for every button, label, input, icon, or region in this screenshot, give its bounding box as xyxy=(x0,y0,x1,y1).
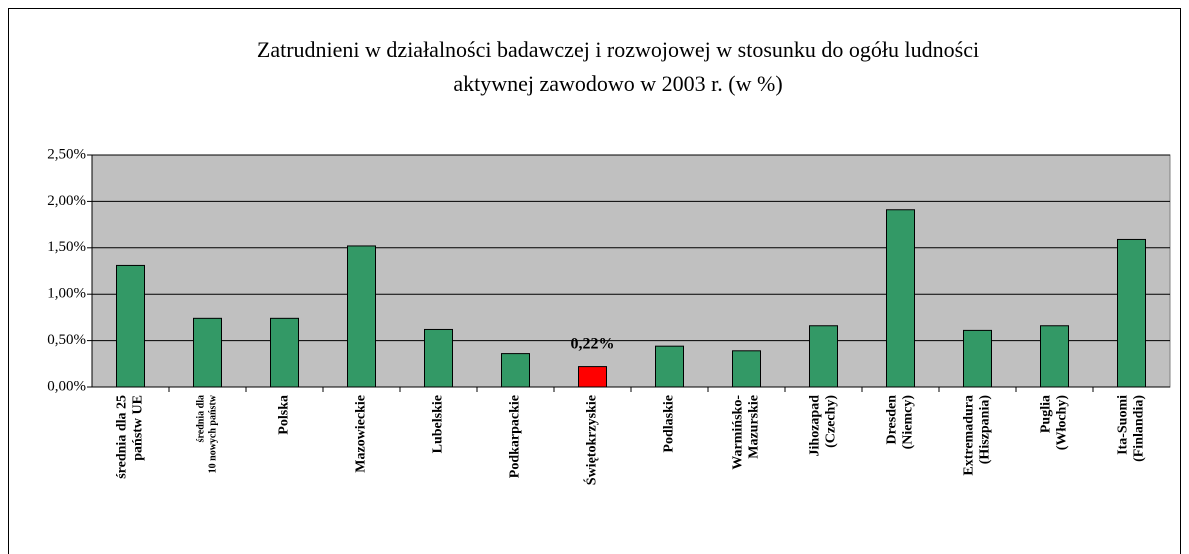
x-tick-label: Podkarpackie xyxy=(508,395,523,478)
x-tick-label: Mazowieckie xyxy=(354,395,369,473)
bar xyxy=(886,209,915,388)
bar xyxy=(424,328,453,388)
y-tick-label: 0,00% xyxy=(47,378,86,394)
chart-title: Zatrudnieni w działalności badawczej i r… xyxy=(257,37,979,96)
y-tick-label: 1,50% xyxy=(47,239,86,255)
x-tick-label: średnia dla 25państw UE xyxy=(115,395,146,479)
bar xyxy=(655,345,684,388)
bar xyxy=(270,317,299,388)
bar xyxy=(193,317,222,388)
y-tick-label: 0,50% xyxy=(47,332,86,348)
x-tick-label: Puglia(Włochy) xyxy=(1039,395,1070,451)
x-tick-label: Extremadura(Hiszpania) xyxy=(962,395,993,476)
x-tick-label: Lubelskie xyxy=(431,395,446,453)
bar xyxy=(116,264,145,388)
y-tick-label: 1,00% xyxy=(47,286,86,302)
x-tick-label: Warmińsko-Mazurskie xyxy=(731,395,762,470)
bar xyxy=(578,366,607,388)
bar xyxy=(501,353,530,388)
bar xyxy=(1117,238,1146,388)
bar xyxy=(809,325,838,388)
x-tick-label: Dresden(Niemcy) xyxy=(885,395,916,450)
bar xyxy=(347,245,376,388)
value-label: 0,22% xyxy=(571,335,615,352)
y-tick-label: 2,00% xyxy=(47,193,86,209)
x-tick-label: Ita-Suomi(Finlandia) xyxy=(1116,395,1147,462)
x-tick-label: średnia dla10 nowych państw xyxy=(196,394,219,473)
x-tick-label: Świętokrzyskie xyxy=(583,395,600,485)
bar xyxy=(1040,325,1069,388)
x-tick-label: Jihozapad(Czechy) xyxy=(808,395,839,457)
bar xyxy=(732,350,761,388)
x-tick-label: Podlaskie xyxy=(662,395,677,453)
plot-area xyxy=(91,154,1171,388)
bar xyxy=(963,329,992,388)
y-tick-label: 2,50% xyxy=(47,146,86,162)
x-tick-label: Polska xyxy=(277,395,292,435)
